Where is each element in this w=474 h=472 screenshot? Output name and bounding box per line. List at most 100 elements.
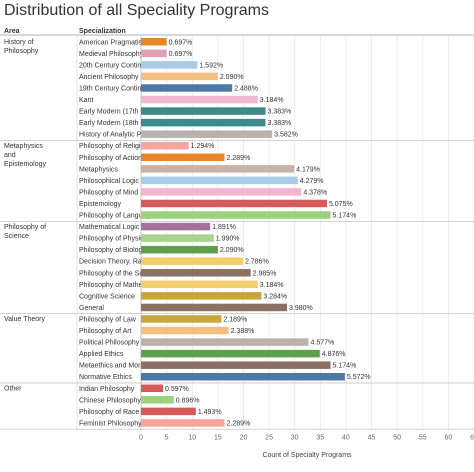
category-label: Political Philosophy xyxy=(79,340,140,347)
specialization-column-header: Specialization xyxy=(79,28,126,35)
bar xyxy=(141,384,164,393)
data-label: 2.388% xyxy=(231,328,255,335)
x-axis-label: Count of Specialty Programs xyxy=(262,452,352,459)
data-label: 3.383% xyxy=(267,109,291,116)
data-label: 1.294% xyxy=(191,143,215,150)
data-label: 3.184% xyxy=(260,97,284,104)
x-tick-label: 5 xyxy=(165,435,169,442)
category-label: Medieval Philosophy xyxy=(79,51,144,58)
category-label: Early Modern (17th Centu.. xyxy=(79,109,163,116)
bar xyxy=(141,245,218,254)
category-label: History of Analytic Philos.. xyxy=(79,132,160,139)
bar xyxy=(141,419,225,427)
category-label: Philosophy of Action xyxy=(79,155,142,162)
category-label: Philosophy of Physics xyxy=(79,236,148,243)
x-tick-label: 25 xyxy=(265,435,273,442)
area-label: Philosophy of Science xyxy=(4,224,46,240)
bar xyxy=(141,176,298,185)
data-label: 2.090% xyxy=(220,74,244,81)
category-label: Philosophy of Race xyxy=(79,409,139,416)
category-label: Philosophy of Religion xyxy=(79,143,148,150)
bar xyxy=(141,95,258,104)
x-tick-label: 15 xyxy=(214,435,222,442)
data-label: 2.289% xyxy=(227,420,251,427)
category-label: Philosophy of Language xyxy=(79,213,154,220)
bar xyxy=(141,188,302,196)
category-label: General xyxy=(79,305,104,312)
category-label: Metaphysics xyxy=(79,166,118,173)
category-label: American Pragmatism xyxy=(79,39,148,46)
category-label: 19th Century Continental xyxy=(79,85,157,92)
data-label: 2.189% xyxy=(223,316,247,323)
bar xyxy=(141,165,295,173)
category-label: Decision Theory, Rational .. xyxy=(79,259,164,266)
bar xyxy=(141,199,327,208)
bar xyxy=(141,84,233,92)
bar xyxy=(141,326,229,335)
bar xyxy=(141,349,320,358)
x-tick-label: 60 xyxy=(444,435,452,442)
bar xyxy=(141,269,251,277)
data-label: 3.184% xyxy=(260,282,284,289)
x-tick-label: 35 xyxy=(316,435,324,442)
bar xyxy=(141,234,214,242)
data-label: 5.572% xyxy=(347,374,371,381)
x-tick-label: 55 xyxy=(419,435,427,442)
x-tick-label: 40 xyxy=(342,435,350,442)
data-label: 4.279% xyxy=(300,178,324,185)
data-label: 5.174% xyxy=(333,363,357,370)
data-label: 0.896% xyxy=(176,397,200,404)
x-tick-label: 20 xyxy=(240,435,248,442)
data-label: 3.582% xyxy=(274,132,298,139)
bar xyxy=(141,407,196,416)
category-label: Mathematical Logic xyxy=(79,224,140,231)
data-label: 4.577% xyxy=(311,340,335,347)
data-label: 0.597% xyxy=(165,386,189,393)
area-label: Other xyxy=(4,386,22,393)
data-label: 2.786% xyxy=(245,259,269,266)
category-label: Normative Ethics xyxy=(79,374,132,381)
category-label: Philosophy of Art xyxy=(79,328,132,335)
area-label: Metaphysics and Epistemology xyxy=(4,143,47,168)
category-label: Philosophical Logic xyxy=(79,178,139,185)
data-label: 4.179% xyxy=(296,166,320,173)
data-label: 1.493% xyxy=(198,409,222,416)
bar xyxy=(141,130,273,138)
bar xyxy=(141,211,331,219)
data-label: 3.284% xyxy=(263,293,287,300)
bar xyxy=(141,396,174,404)
data-label: 0.697% xyxy=(169,39,193,46)
category-label: Philosophy of Law xyxy=(79,316,137,323)
data-label: 1.891% xyxy=(212,224,236,231)
data-label: 3.383% xyxy=(267,120,291,127)
x-tick-label: 50 xyxy=(393,435,401,442)
data-label: 0.697% xyxy=(169,51,193,58)
data-label: 4.378% xyxy=(303,189,327,196)
category-label: Applied Ethics xyxy=(79,351,124,358)
area-label: History of Philosophy xyxy=(4,39,39,55)
x-tick-label: 30 xyxy=(291,435,299,442)
x-tick-label: 45 xyxy=(368,435,376,442)
category-label: Metaethics and Moral Psy.. xyxy=(79,363,163,370)
category-label: Chinese Philosophy xyxy=(79,397,141,404)
data-label: 3.980% xyxy=(289,305,313,312)
bar xyxy=(141,338,309,346)
data-label: 5.075% xyxy=(329,201,353,208)
category-label: Feminist Philosophy xyxy=(79,420,142,427)
category-label: Philosophy of Mind xyxy=(79,189,138,196)
chart-title: Distribution of all Speciality Programs xyxy=(4,2,269,19)
bar xyxy=(141,38,167,46)
bar xyxy=(141,315,222,323)
bar xyxy=(141,257,243,265)
area-label: Value Theory xyxy=(4,316,45,323)
category-label: Philosophy of Mathematics xyxy=(79,282,163,289)
category-label: 20th Century Continental xyxy=(79,62,157,69)
category-label: Philosophy of the Social S.. xyxy=(79,270,164,277)
category-label: Kant xyxy=(79,97,93,104)
bar xyxy=(141,72,218,81)
bar xyxy=(141,141,189,150)
data-label: 2.090% xyxy=(220,247,244,254)
data-label: 2.985% xyxy=(253,270,277,277)
bar xyxy=(141,303,288,312)
